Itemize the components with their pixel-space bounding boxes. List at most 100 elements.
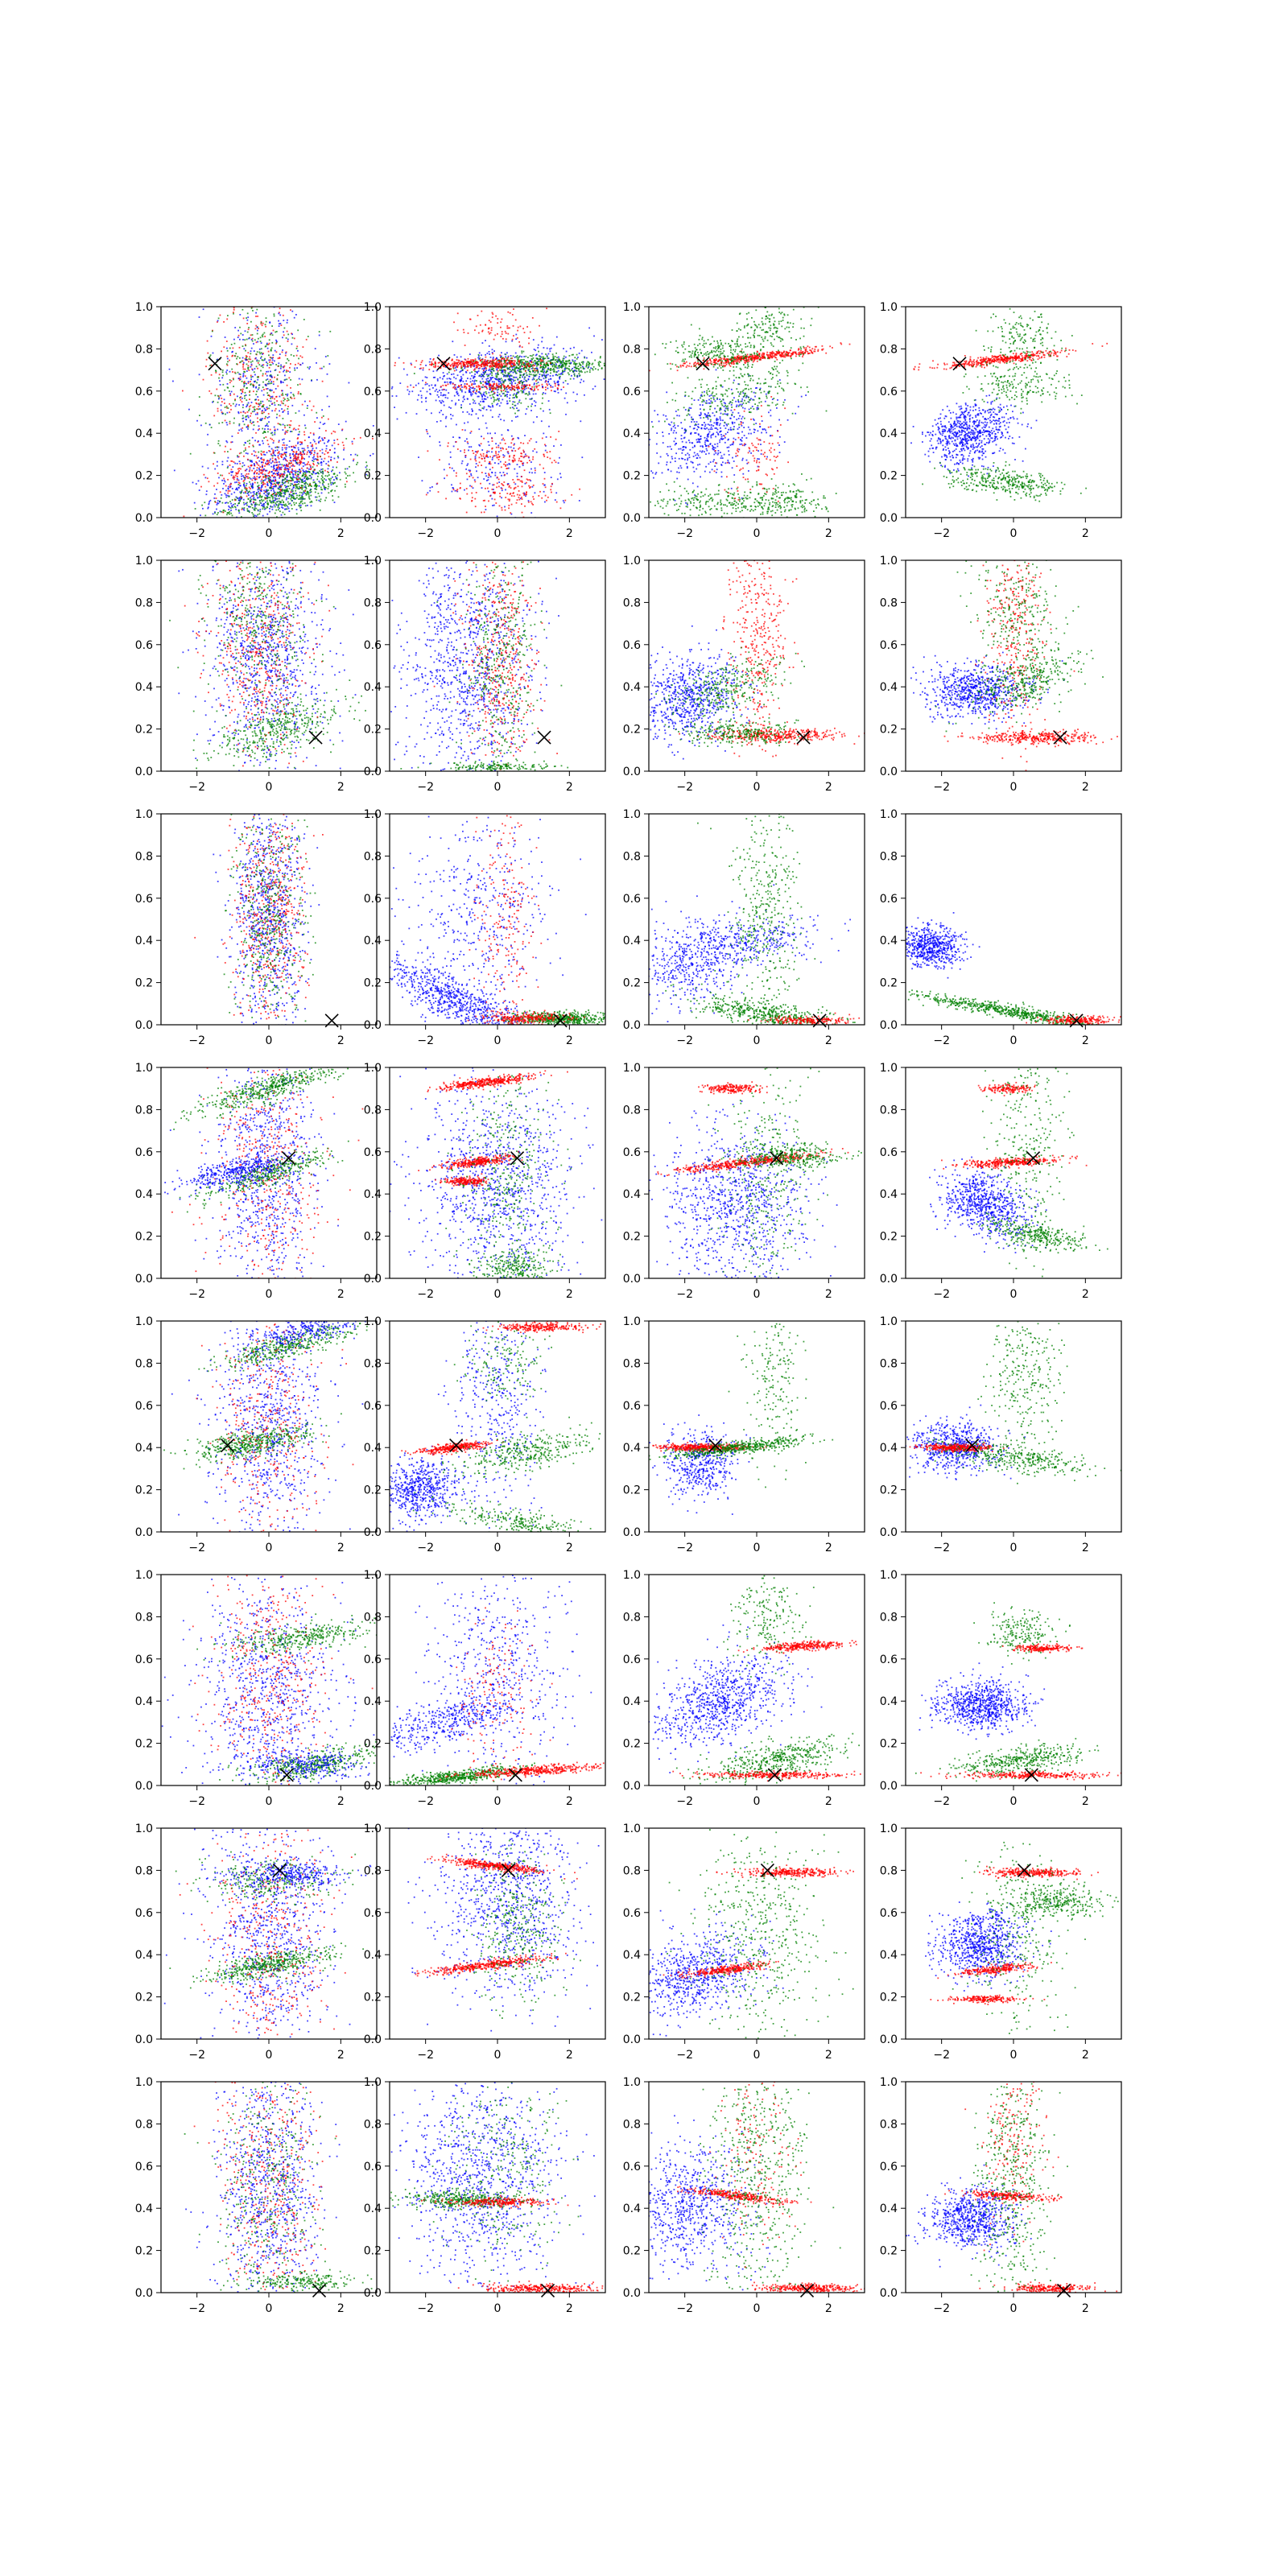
scatter-point: [244, 381, 246, 382]
scatter-point: [224, 402, 225, 404]
scatter-point: [330, 482, 332, 484]
scatter-point: [465, 372, 467, 374]
scatter-point: [275, 513, 276, 514]
scatter-point: [472, 359, 473, 361]
scatter-point: [301, 480, 303, 481]
scatter-point: [526, 364, 527, 365]
scatter-point: [496, 377, 497, 378]
scatter-point: [476, 365, 477, 366]
scatter-point: [266, 385, 267, 386]
scatter-point: [465, 469, 467, 470]
scatter-point: [285, 504, 287, 506]
scatter-point: [252, 411, 254, 412]
scatter-point: [563, 500, 564, 502]
scatter-point: [473, 452, 474, 454]
scatter-point: [266, 371, 267, 373]
scatter-point: [233, 339, 235, 341]
scatter-point: [558, 365, 559, 367]
scatter-point: [356, 464, 357, 465]
scatter-point: [489, 389, 491, 390]
scatter-point: [557, 367, 559, 369]
scatter-point: [495, 502, 497, 504]
scatter-point: [260, 476, 262, 477]
scatter-point: [244, 482, 246, 484]
scatter-point: [284, 469, 286, 470]
scatter-point: [457, 374, 459, 376]
scatter-point: [469, 388, 470, 390]
scatter-point: [256, 365, 258, 367]
scatter-point: [460, 379, 462, 381]
scatter-point: [503, 456, 505, 458]
scatter-point: [478, 370, 480, 372]
scatter-point: [258, 364, 260, 365]
scatter-point: [550, 361, 551, 362]
scatter-point: [532, 367, 534, 369]
scatter-point: [477, 396, 479, 398]
scatter-point: [275, 480, 276, 481]
scatter-point: [261, 497, 262, 498]
scatter-point: [543, 433, 544, 435]
scatter-point: [304, 401, 306, 402]
scatter-point: [226, 502, 228, 503]
scatter-point: [661, 363, 663, 365]
scatter-point: [570, 348, 572, 349]
scatter-point: [270, 494, 272, 496]
scatter-point: [258, 429, 259, 431]
scatter-point: [548, 353, 550, 355]
scatter-point: [242, 466, 243, 468]
scatter-point: [588, 365, 590, 367]
scatter-point: [476, 463, 477, 464]
scatter-point: [529, 479, 530, 481]
scatter-point: [502, 440, 503, 441]
scatter-point: [324, 437, 325, 439]
scatter-point: [530, 410, 532, 411]
scatter-point: [520, 481, 522, 482]
scatter-point: [275, 410, 276, 411]
scatter-point: [288, 503, 290, 505]
scatter-point: [514, 397, 515, 398]
scatter-point: [505, 364, 506, 365]
scatter-point: [285, 405, 287, 407]
scatter-point: [540, 361, 542, 362]
scatter-point: [226, 356, 228, 357]
scatter-point: [365, 467, 367, 469]
scatter-point: [429, 389, 431, 390]
scatter-point: [269, 487, 270, 489]
scatter-point: [225, 494, 227, 496]
scatter-point: [452, 491, 453, 493]
scatter-point: [289, 424, 291, 426]
scatter-point: [257, 368, 258, 369]
scatter-point: [199, 374, 200, 375]
scatter-point: [270, 334, 271, 336]
scatter-point: [267, 428, 269, 430]
scatter-point: [262, 323, 264, 324]
scatter-point: [322, 484, 324, 485]
scatter-point: [525, 370, 526, 372]
scatter-point: [575, 360, 576, 361]
scatter-point: [215, 519, 217, 521]
scatter-point: [481, 436, 482, 437]
scatter-point: [499, 414, 501, 415]
scatter-point: [505, 356, 506, 357]
scatter-point: [524, 506, 526, 507]
scatter-point: [327, 476, 328, 477]
scatter-point: [242, 489, 243, 491]
scatter-point: [550, 378, 551, 380]
scatter-point: [601, 339, 603, 341]
scatter-point: [522, 362, 524, 364]
scatter-point: [518, 460, 520, 461]
scatter-point: [534, 375, 535, 377]
scatter-point: [238, 425, 240, 427]
scatter-point: [266, 440, 268, 441]
scatter-point: [269, 480, 270, 481]
scatter-point: [245, 369, 246, 370]
scatter-point: [445, 394, 447, 396]
scatter-point: [492, 407, 493, 408]
scatter-point: [540, 379, 542, 381]
scatter-point: [286, 489, 287, 491]
scatter-point: [578, 373, 580, 374]
scatter-point: [330, 491, 332, 493]
scatter-point: [268, 413, 270, 415]
scatter-point: [455, 367, 456, 369]
scatter-point: [604, 378, 605, 380]
